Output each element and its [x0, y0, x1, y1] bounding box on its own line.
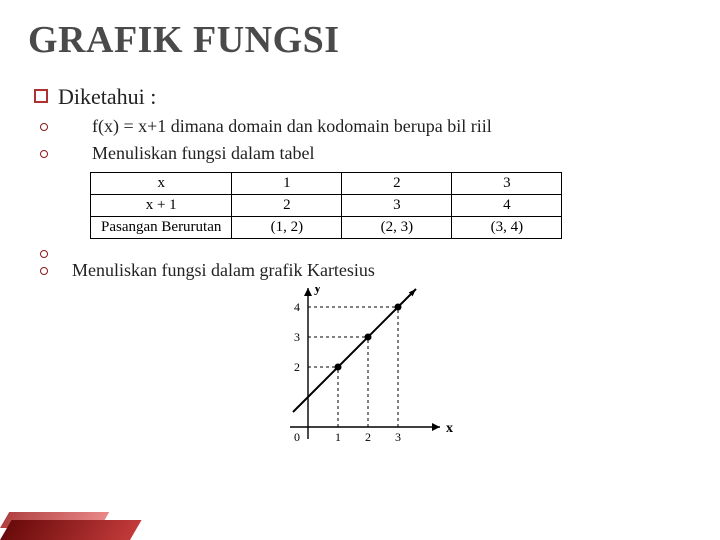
section-diketahui: Diketahui :	[0, 84, 720, 110]
svg-text:0: 0	[294, 430, 300, 444]
section-label: Diketahui :	[58, 84, 156, 110]
svg-text:3: 3	[395, 430, 401, 444]
item-tabel-text: Menuliskan fungsi dalam tabel	[92, 143, 314, 164]
cell-y-2: 3	[342, 195, 452, 217]
square-bullet-icon	[34, 89, 48, 103]
circle-bullet-icon	[40, 267, 48, 275]
item-grafik-text: Menuliskan fungsi dalam grafik Kartesius	[72, 260, 375, 281]
svg-text:3: 3	[294, 330, 300, 344]
cell-pair-2: (2, 3)	[342, 217, 452, 239]
item-fn: f(x) = x+1 dimana domain dan kodomain be…	[0, 116, 720, 137]
item-grafik: Menuliskan fungsi dalam grafik Kartesius	[0, 260, 720, 281]
cell-x-3: 3	[452, 173, 562, 195]
circle-bullet-icon	[40, 250, 48, 258]
svg-text:1: 1	[335, 430, 341, 444]
item-empty	[0, 243, 720, 258]
table-row: x 1 2 3	[91, 173, 562, 195]
svg-text:y: y	[314, 287, 321, 296]
cell-pair-3: (3, 4)	[452, 217, 562, 239]
svg-text:2: 2	[294, 360, 300, 374]
circle-bullet-icon	[40, 150, 48, 158]
cell-pair-1: (1, 2)	[232, 217, 342, 239]
cartesian-graph: 1 2 3 2 3 4 0 x y	[260, 287, 460, 457]
item-tabel: Menuliskan fungsi dalam tabel	[0, 143, 720, 164]
table-row: x + 1 2 3 4	[91, 195, 562, 217]
row-label-pair: Pasangan Berurutan	[91, 217, 232, 239]
corner-accent	[0, 506, 130, 540]
page-title: GRAFIK FUNGSI	[0, 0, 720, 62]
cell-y-1: 2	[232, 195, 342, 217]
svg-text:x: x	[446, 421, 453, 436]
row-label-x1: x + 1	[91, 195, 232, 217]
cell-y-3: 4	[452, 195, 562, 217]
graph-svg: 1 2 3 2 3 4 0 x y	[260, 287, 460, 452]
circle-bullet-icon	[40, 123, 48, 131]
cell-x-1: 1	[232, 173, 342, 195]
item-fn-text: f(x) = x+1 dimana domain dan kodomain be…	[92, 116, 492, 137]
svg-text:4: 4	[294, 300, 300, 314]
table-row: Pasangan Berurutan (1, 2) (2, 3) (3, 4)	[91, 217, 562, 239]
row-label-x: x	[91, 173, 232, 195]
function-table: x 1 2 3 x + 1 2 3 4 Pasangan Berurutan (…	[90, 172, 720, 239]
cell-x-2: 2	[342, 173, 452, 195]
svg-text:2: 2	[365, 430, 371, 444]
